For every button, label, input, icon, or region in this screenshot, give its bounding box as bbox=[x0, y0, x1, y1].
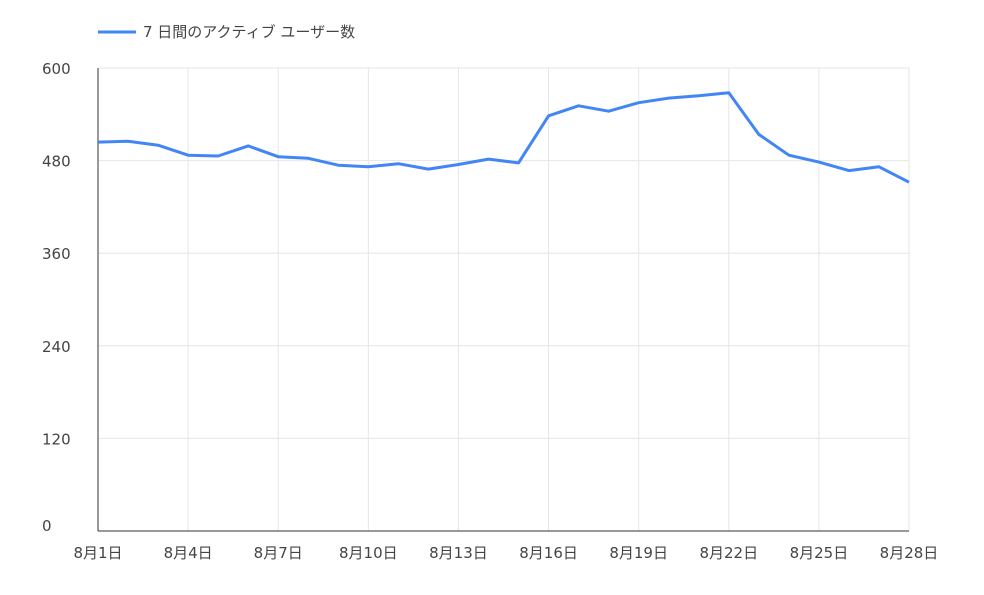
x-tick-label: 8月7日 bbox=[254, 544, 303, 562]
y-tick-label: 480 bbox=[42, 153, 71, 171]
legend-label: 7 日間のアクティブ ユーザー数 bbox=[143, 23, 355, 41]
x-tick-label: 8月28日 bbox=[880, 544, 939, 562]
x-tick-label: 8月22日 bbox=[699, 544, 758, 562]
x-tick-label: 8月16日 bbox=[519, 544, 578, 562]
x-tick-label: 8月19日 bbox=[609, 544, 668, 562]
y-tick-label: 600 bbox=[42, 60, 71, 78]
data-line bbox=[97, 91, 910, 184]
x-tick-label: 8月13日 bbox=[429, 544, 488, 562]
x-tick-label: 8月1日 bbox=[73, 544, 122, 562]
y-tick-label: 0 bbox=[42, 517, 52, 535]
y-tick-label: 120 bbox=[42, 430, 71, 448]
x-tick-label: 8月10日 bbox=[339, 544, 398, 562]
x-tick-label: 8月25日 bbox=[790, 544, 849, 562]
y-tick-label: 240 bbox=[42, 338, 71, 356]
x-tick-label: 8月4日 bbox=[164, 544, 213, 562]
y-tick-label: 360 bbox=[42, 245, 71, 263]
